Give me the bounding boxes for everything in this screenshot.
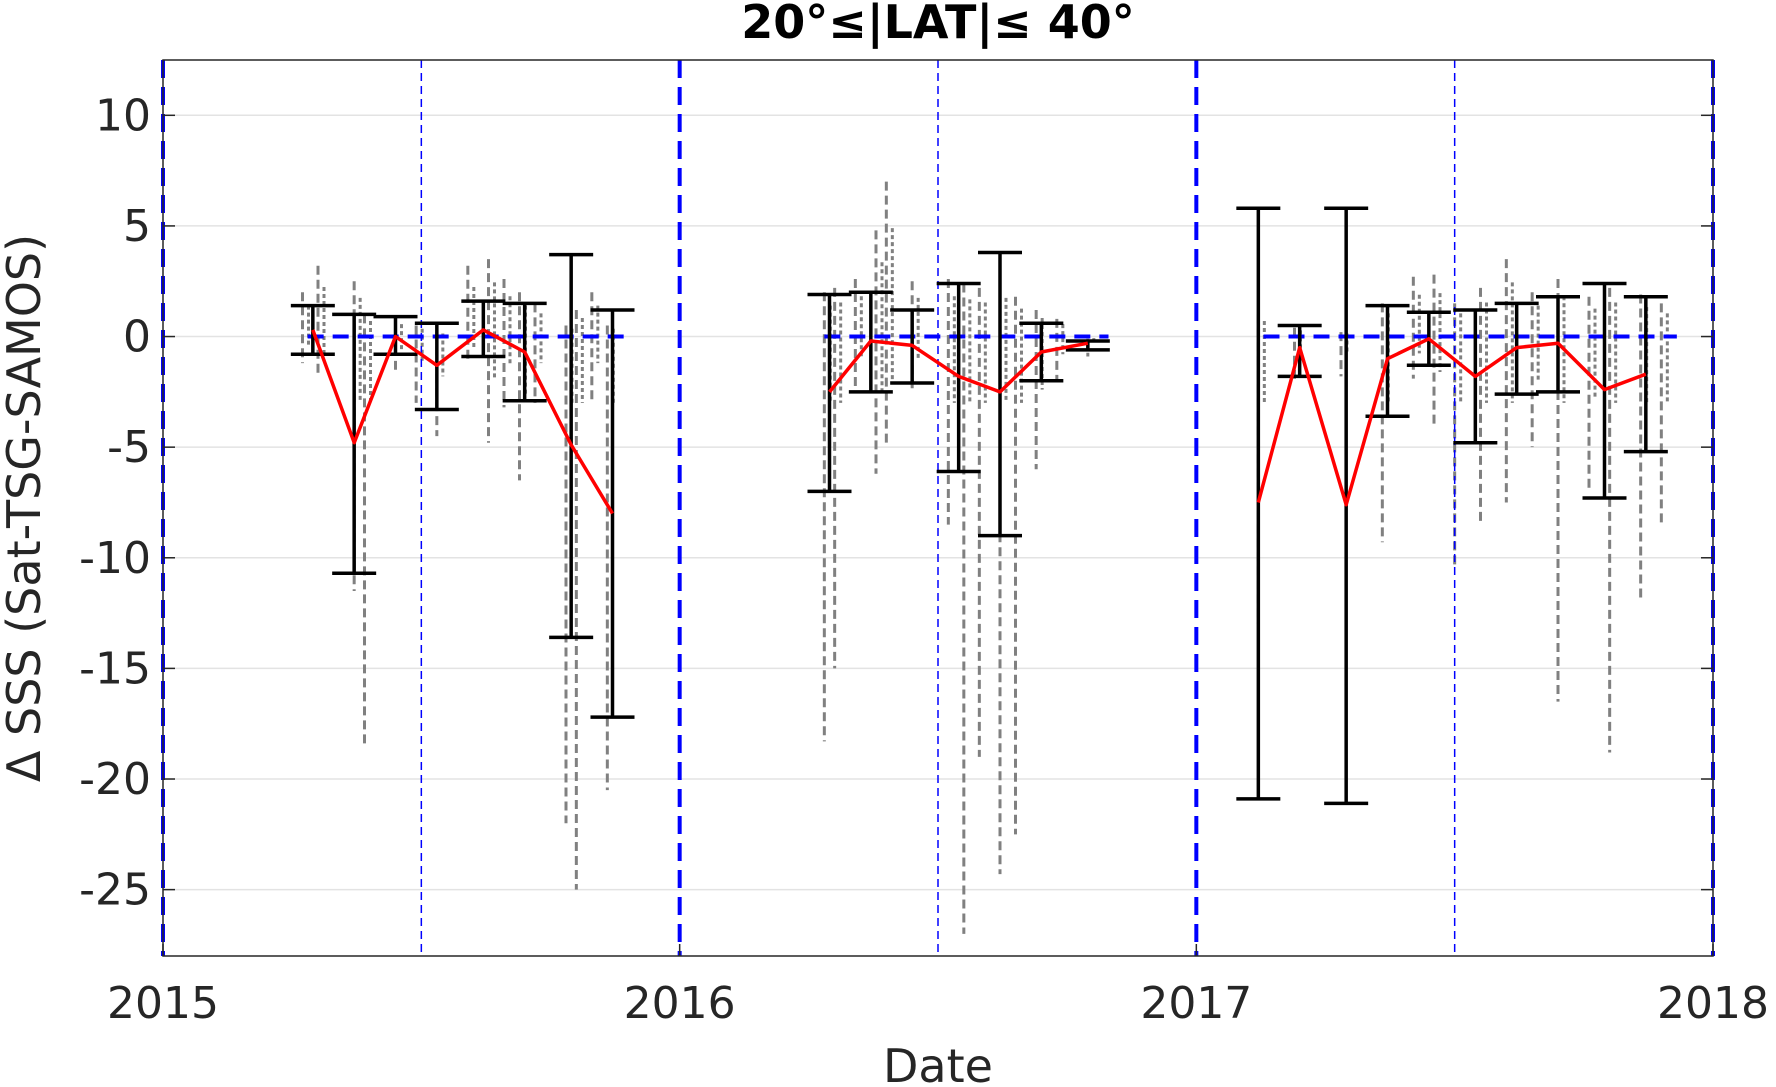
plot-frame (162, 59, 1714, 957)
x-tick-label: 2015 (107, 978, 219, 1029)
y-tick-label: -10 (79, 533, 151, 584)
y-tick-label: -5 (107, 422, 151, 473)
x-tick-label: 2017 (1140, 978, 1252, 1029)
y-tick-label: 5 (123, 201, 151, 252)
mean-line (311, 328, 614, 515)
y-axis-label: Δ SSS (Sat-TSG-SAMOS) (0, 234, 51, 782)
x-tick-label: 2018 (1657, 978, 1769, 1029)
y-tick-label: -20 (79, 754, 151, 805)
x-axis-label: Date (883, 1039, 993, 1087)
mean-line (1256, 337, 1647, 507)
mean-lines-layer (311, 328, 1647, 515)
chart-title: 20°≤|LAT|≤ 40° (741, 0, 1134, 50)
mean-line (828, 339, 1089, 394)
y-tick-label: -15 (79, 643, 151, 694)
x-tick-label: 2016 (624, 978, 736, 1029)
y-tick-label: -25 (79, 865, 151, 916)
tick-layer: 10 5 0 -5 -10 -15 -20 -25 2015 2016 2017 2018 (79, 90, 1769, 1029)
y-tick-label: 10 (95, 90, 151, 141)
y-tick-label: 0 (123, 312, 151, 363)
